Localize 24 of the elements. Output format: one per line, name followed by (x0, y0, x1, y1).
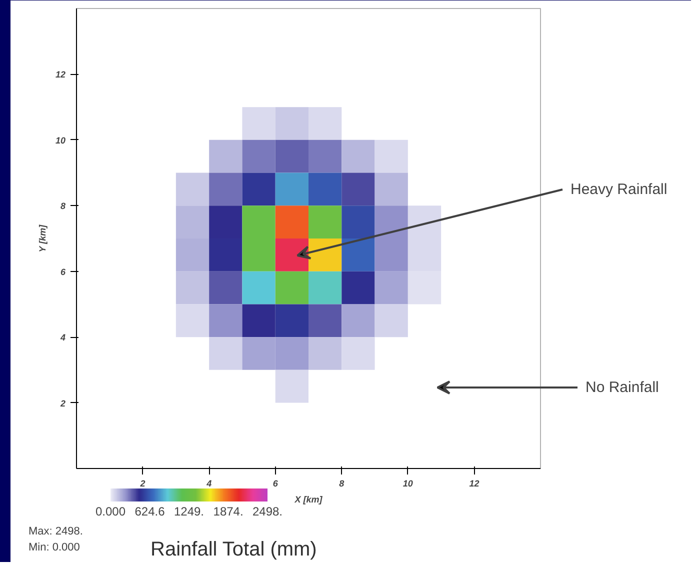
color-bar-label: 2498. (252, 504, 283, 518)
color-bar-label: 1874. (213, 504, 244, 518)
color-bar-label: 1249. (174, 504, 204, 518)
x-axis-title: X [km] (294, 494, 324, 504)
y-tick-label: 8 (60, 201, 66, 212)
text: Max: 2498. (28, 526, 83, 538)
y-tick-label: 4 (59, 332, 66, 343)
y-tick-label: 12 (55, 70, 66, 80)
y-tick-label: 2 (59, 398, 66, 408)
color-bar-label: 624.6 (134, 504, 166, 518)
x-tick-label: 6 (272, 478, 279, 488)
x-tick-label: 4 (206, 478, 212, 488)
y-tick-label: 6 (60, 266, 66, 277)
color-bar-label: 0.000 (95, 504, 126, 518)
text: No Rainfall (586, 379, 659, 396)
x-tick-label: 2 (139, 478, 146, 488)
text: Min: 0.000 (28, 542, 80, 554)
x-tick-label: 12 (469, 478, 480, 488)
y-axis-title: Y [km] (37, 224, 48, 252)
x-tick-label: 10 (402, 478, 413, 488)
text: Heavy Rainfall (570, 181, 668, 198)
color-bar-title: Rainfall Total (mm) (150, 538, 317, 560)
x-tick-label: 8 (339, 478, 344, 488)
y-tick-label: 10 (55, 135, 66, 146)
